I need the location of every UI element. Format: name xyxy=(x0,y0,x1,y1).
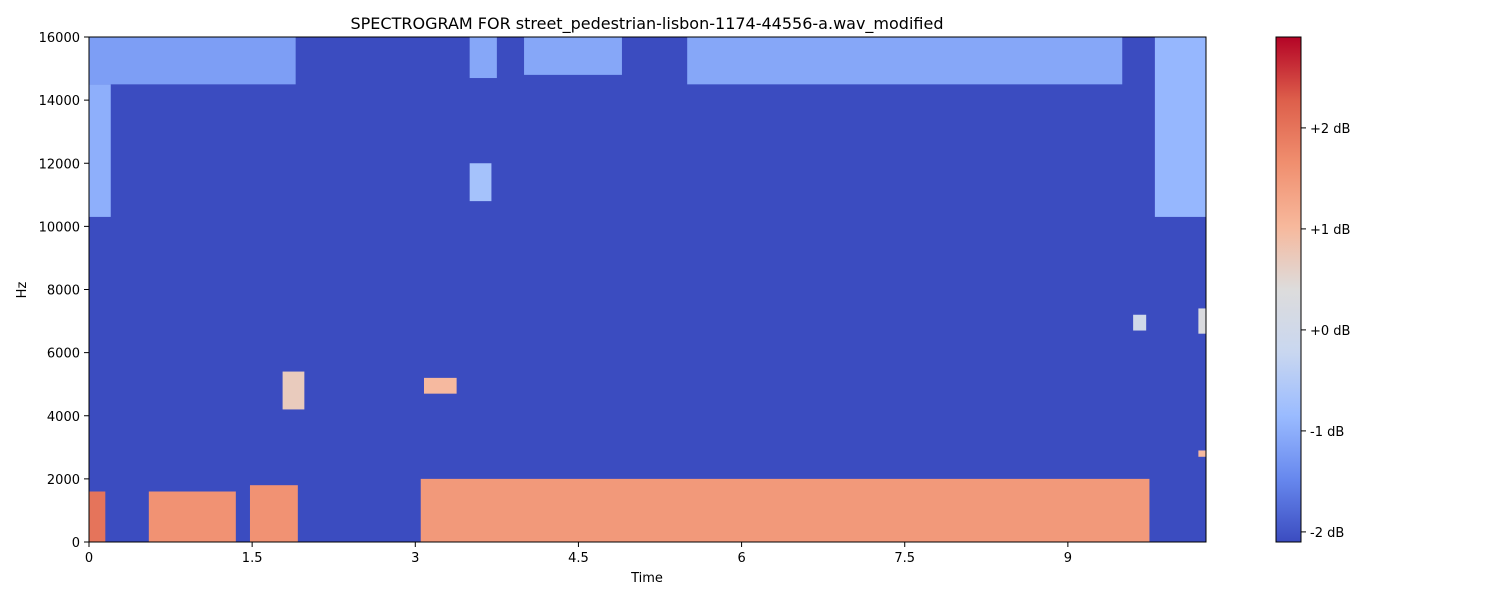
heatmap-region-6 xyxy=(469,163,492,202)
x-tick-label-4: 6 xyxy=(737,551,745,566)
y-axis-label: Hz xyxy=(15,282,30,299)
heatmap-region-11 xyxy=(1198,450,1206,457)
heatmap-region-12 xyxy=(89,491,106,542)
y-axis-ticks: 0 2000 4000 6000 8000 10000 12000 14000 16000 xyxy=(39,31,89,551)
heatmap-region-3 xyxy=(524,37,622,75)
colorbar-gradient xyxy=(1275,36,1302,543)
y-tick-label-4: 8000 xyxy=(47,284,80,299)
x-tick-label-2: 3 xyxy=(411,551,419,566)
x-tick-label-6: 9 xyxy=(1064,551,1072,566)
colorbar-tick-label-4: +2 dB xyxy=(1310,122,1350,137)
colorbar-tick-label-3: +1 dB xyxy=(1310,223,1350,238)
y-tick-label-0: 0 xyxy=(72,536,80,551)
y-tick-label-2: 4000 xyxy=(47,410,80,425)
heatmap-region-7 xyxy=(282,371,305,410)
y-tick-label-8: 16000 xyxy=(39,31,80,46)
x-tick-label-1: 1.5 xyxy=(242,551,263,566)
y-tick-label-7: 14000 xyxy=(39,94,80,109)
colorbar-tick-label-1: -1 dB xyxy=(1310,425,1344,440)
heatmap-region-10 xyxy=(1198,308,1206,334)
y-tick-label-1: 2000 xyxy=(47,473,80,488)
y-tick-label-5: 10000 xyxy=(39,220,80,235)
heatmap-region-14 xyxy=(249,485,298,542)
y-tick-label-3: 6000 xyxy=(47,347,80,362)
heatmap-region-15 xyxy=(420,478,1150,542)
chart-title: SPECTROGRAM FOR street_pedestrian-lisbon… xyxy=(351,14,944,34)
x-axis-ticks: 0 1.5 3 4.5 6 7.5 9 xyxy=(85,542,1072,566)
colorbar-tick-label-2: +0 dB xyxy=(1310,324,1350,339)
heatmap-region-1 xyxy=(89,84,111,217)
heatmap-regions xyxy=(89,37,1206,542)
heatmap-region-2 xyxy=(469,37,497,79)
heatmap-region-13 xyxy=(148,491,236,542)
colorbar: -2 dB -1 dB +0 dB +1 dB +2 dB xyxy=(1275,36,1350,543)
heatmap-region-8 xyxy=(423,377,457,394)
y-tick-label-6: 12000 xyxy=(39,157,80,172)
heatmap-region-4 xyxy=(687,37,1123,85)
x-tick-label-3: 4.5 xyxy=(568,551,589,566)
x-tick-label-0: 0 xyxy=(85,551,93,566)
x-axis-label: Time xyxy=(630,571,663,586)
heatmap-region-9 xyxy=(1133,314,1147,331)
heatmap-region-0 xyxy=(89,37,296,85)
x-tick-label-5: 7.5 xyxy=(894,551,915,566)
heatmap-region-5 xyxy=(1154,37,1206,217)
colorbar-ticks: -2 dB -1 dB +0 dB +1 dB +2 dB xyxy=(1301,122,1350,541)
plot-area xyxy=(88,36,1207,543)
heatmap-background xyxy=(89,37,1206,542)
colorbar-tick-label-0: -2 dB xyxy=(1310,526,1344,541)
